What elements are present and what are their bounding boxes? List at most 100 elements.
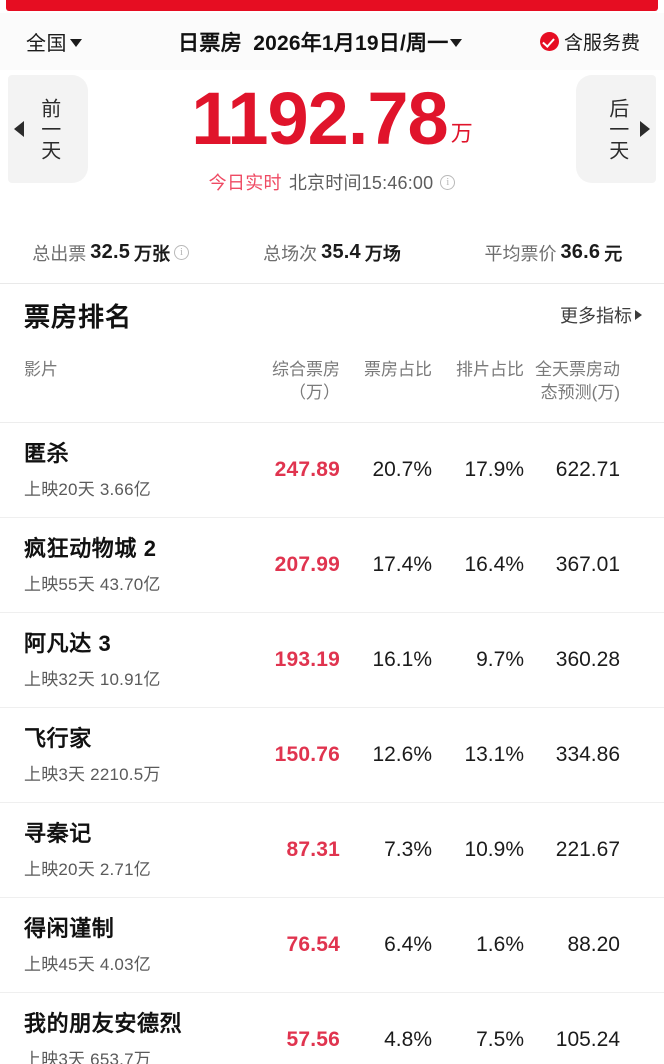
metric-title: 日票房 — [178, 31, 243, 55]
ranking-table: 影片 综合票房 （万） 票房占比 排片占比 全天票房动 态预测(万) 匿杀 上映… — [0, 345, 664, 1064]
hero-section: 前一天 1192.78 万 今日实时 北京时间15:46:00 i 后一天 — [0, 70, 664, 220]
film-meta: 上映3天 2210.5万 — [24, 764, 161, 784]
stat-average-price: 平均票价 36.6 元 — [443, 240, 664, 266]
stat-label: 总场次 — [263, 243, 318, 264]
stat-unit: 万场 — [364, 243, 401, 264]
seat-share-cell: 13.1% — [464, 743, 524, 766]
film-name: 阿凡达 3 — [24, 631, 112, 657]
date-selector[interactable]: 2026年1月19日/周一 — [253, 27, 463, 57]
table-row[interactable]: 飞行家 上映3天 2210.5万 150.76 12.6% 13.1% 334.… — [0, 708, 664, 803]
column-header-film: 影片 — [24, 360, 58, 379]
chevron-down-icon — [450, 39, 463, 47]
table-row[interactable]: 匿杀 上映20天 3.66亿 247.89 20.7% 17.9% 622.71 — [0, 423, 664, 518]
film-cell: 我的朋友安德烈 上映3天 653.7万 — [0, 1010, 246, 1064]
box-share-cell: 16.1% — [372, 648, 432, 671]
film-cell: 飞行家 上映3天 2210.5万 — [0, 725, 246, 785]
info-icon[interactable]: i — [174, 245, 190, 260]
stat-unit: 万张 — [134, 243, 171, 264]
box-share-cell: 7.3% — [384, 838, 432, 861]
table-row[interactable]: 我的朋友安德烈 上映3天 653.7万 57.56 4.8% 7.5% 105.… — [0, 993, 664, 1064]
next-day-button[interactable]: 后一天 — [576, 75, 656, 183]
service-fee-label: 含服务费 — [563, 33, 640, 54]
stat-value: 32.5 — [90, 241, 131, 263]
film-meta: 上映20天 3.66亿 — [24, 479, 151, 499]
ranking-header: 票房排名 更多指标 — [0, 285, 664, 345]
next-day-label: 后一天 — [605, 97, 628, 161]
film-cell: 得闲谨制 上映45天 4.03亿 — [0, 915, 246, 975]
stat-unit: 元 — [604, 243, 623, 264]
seat-share-cell: 7.5% — [476, 1028, 524, 1051]
column-header-prediction[interactable]: 全天票房动 态预测(万) — [535, 360, 620, 402]
page-title: 票房排名 — [24, 301, 133, 332]
table-row[interactable]: 阿凡达 3 上映32天 10.91亿 193.19 16.1% 9.7% 360… — [0, 613, 664, 708]
film-cell: 寻秦记 上映20天 2.71亿 — [0, 820, 246, 880]
beijing-time-label: 北京时间15:46:00 — [288, 173, 434, 194]
status-band-fill — [6, 0, 658, 11]
film-cell: 阿凡达 3 上映32天 10.91亿 — [0, 630, 246, 690]
check-circle-icon — [539, 32, 559, 51]
realtime-label: 今日实时 — [208, 173, 282, 194]
gross-cell: 150.76 — [274, 743, 340, 766]
prev-day-button[interactable]: 前一天 — [8, 75, 88, 183]
seat-share-cell: 9.7% — [476, 648, 524, 671]
prediction-cell: 221.67 — [555, 838, 620, 861]
gross-cell: 87.31 — [286, 838, 340, 861]
prediction-cell: 622.71 — [555, 458, 620, 481]
more-metrics-label: 更多指标 — [560, 306, 632, 326]
summary-stats: 总出票 32.5 万张 i 总场次 35.4 万场 平均票价 36.6 元 — [0, 222, 664, 284]
column-header-seat-share[interactable]: 排片占比 — [456, 360, 524, 379]
film-meta: 上映45天 4.03亿 — [24, 954, 151, 974]
film-meta: 上映20天 2.71亿 — [24, 859, 151, 879]
table-row[interactable]: 得闲谨制 上映45天 4.03亿 76.54 6.4% 1.6% 88.20 — [0, 898, 664, 993]
chevron-right-icon — [635, 310, 642, 320]
prev-day-label: 前一天 — [37, 97, 60, 161]
chevron-left-icon — [14, 121, 24, 137]
date-label: 2026年1月19日/周一 — [253, 31, 449, 55]
stat-label: 平均票价 — [484, 243, 557, 264]
stat-total-sessions: 总场次 35.4 万场 — [221, 240, 442, 266]
box-share-cell: 12.6% — [372, 743, 432, 766]
table-row[interactable]: 疯狂动物城 2 上映55天 43.70亿 207.99 17.4% 16.4% … — [0, 518, 664, 613]
prediction-cell: 367.01 — [555, 553, 620, 576]
more-metrics-button[interactable]: 更多指标 — [560, 302, 642, 328]
prediction-cell: 360.28 — [555, 648, 620, 671]
box-office-total: 1192.78 万 — [191, 77, 473, 160]
film-name: 得闲谨制 — [24, 916, 115, 942]
seat-share-cell: 17.9% — [464, 458, 524, 481]
film-name: 匿杀 — [24, 441, 70, 467]
header-center: 日票房 2026年1月19日/周一 — [178, 27, 463, 57]
gross-cell: 193.19 — [274, 648, 340, 671]
prediction-cell: 88.20 — [567, 933, 620, 956]
chevron-right-icon — [640, 121, 650, 137]
film-meta: 上映55天 43.70亿 — [24, 574, 161, 594]
info-icon[interactable]: i — [440, 174, 456, 190]
gross-cell: 57.56 — [286, 1028, 340, 1051]
region-label: 全国 — [26, 33, 67, 55]
seat-share-cell: 10.9% — [464, 838, 524, 861]
table-header-row: 影片 综合票房 （万） 票房占比 排片占比 全天票房动 态预测(万) — [0, 345, 664, 423]
page-header: 全国 日票房 2026年1月19日/周一 含服务费 — [0, 13, 664, 70]
prediction-cell: 105.24 — [555, 1028, 620, 1051]
hero-center: 1192.78 万 今日实时 北京时间15:46:00 i — [96, 70, 568, 220]
column-header-box-share[interactable]: 票房占比 — [364, 360, 432, 379]
service-fee-toggle[interactable]: 含服务费 — [539, 28, 640, 55]
film-name: 飞行家 — [24, 726, 92, 752]
box-office-amount: 1192.78 — [191, 77, 448, 160]
box-office-unit: 万 — [450, 121, 473, 147]
region-selector[interactable]: 全国 — [26, 27, 82, 56]
box-share-cell: 20.7% — [372, 458, 432, 481]
gross-cell: 76.54 — [286, 933, 340, 956]
stat-value: 36.6 — [560, 241, 601, 263]
gross-cell: 207.99 — [274, 553, 340, 576]
realtime-status: 今日实时 北京时间15:46:00 i — [209, 169, 456, 195]
film-cell: 疯狂动物城 2 上映55天 43.70亿 — [0, 535, 246, 595]
box-share-cell: 6.4% — [384, 933, 432, 956]
stat-value: 35.4 — [321, 241, 361, 263]
box-share-cell: 4.8% — [384, 1028, 432, 1051]
film-name: 疯狂动物城 2 — [24, 536, 157, 562]
table-row[interactable]: 寻秦记 上映20天 2.71亿 87.31 7.3% 10.9% 221.67 — [0, 803, 664, 898]
chevron-down-icon — [70, 39, 82, 47]
film-cell: 匿杀 上映20天 3.66亿 — [0, 440, 246, 500]
column-header-gross[interactable]: 综合票房 （万） — [272, 360, 340, 402]
